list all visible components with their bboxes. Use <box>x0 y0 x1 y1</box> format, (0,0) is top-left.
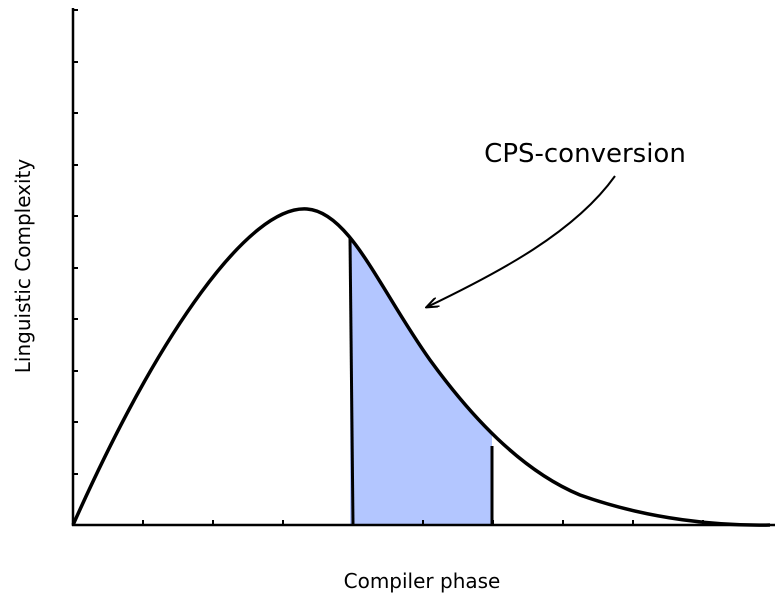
annotation-arrow <box>427 175 616 307</box>
band-left <box>348 237 355 526</box>
annotation: CPS-conversion <box>484 139 686 169</box>
complexity-curve <box>71 207 771 527</box>
ticks <box>73 9 704 525</box>
x-axis-label: Compiler phase <box>344 569 501 593</box>
y-axis-label: Linguistic Complexity <box>11 159 35 374</box>
shaded-region <box>350 237 492 525</box>
